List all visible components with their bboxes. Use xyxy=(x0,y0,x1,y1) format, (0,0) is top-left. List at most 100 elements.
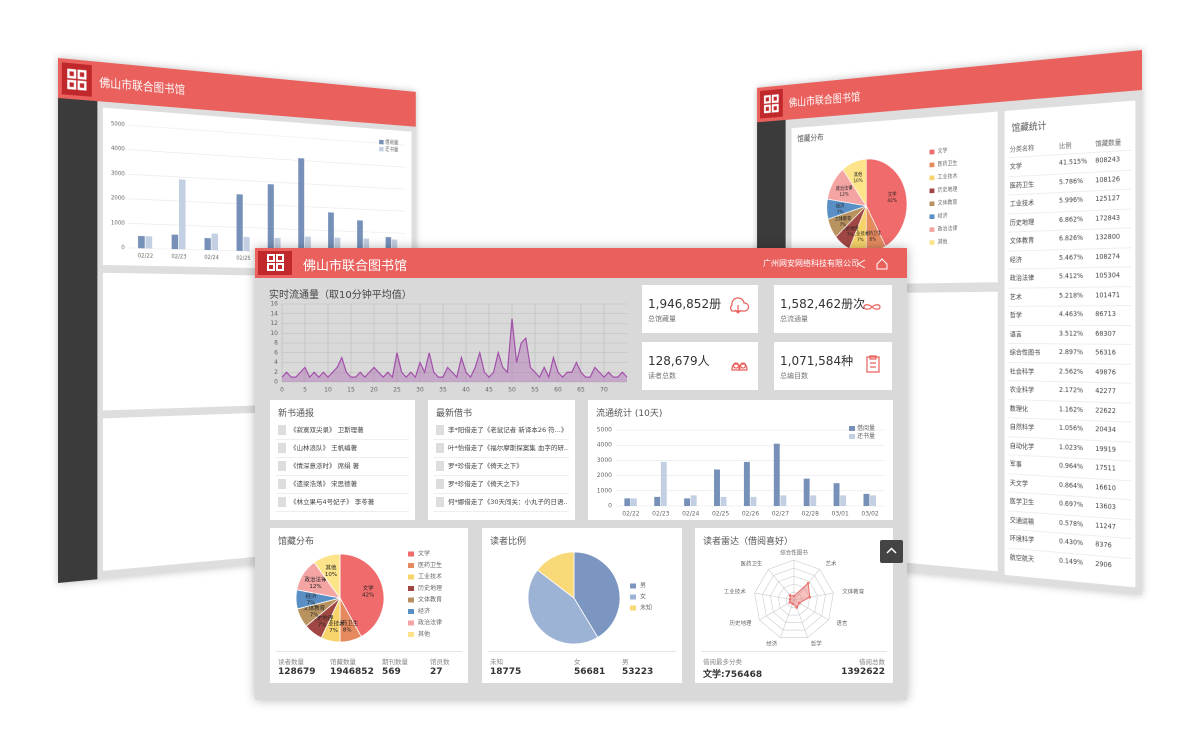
bar xyxy=(236,194,243,251)
table-cell: 农业科学 xyxy=(1009,385,1035,395)
list-rule xyxy=(276,475,409,476)
slice-name: 医药卫生 xyxy=(864,229,881,237)
list-icon xyxy=(278,497,286,507)
pie-chart: 文学42%医药卫生8%工业技术7%历史地理7%文体教育7%经济7%政治法律12%… xyxy=(791,146,958,284)
legend-label: 工业技术 xyxy=(938,172,958,181)
bar xyxy=(863,493,870,506)
x-tick-label: 02/22 xyxy=(138,253,154,259)
stat-card: 128,679人 读者总数 xyxy=(642,342,758,390)
x-tick-label: 45 xyxy=(485,387,493,394)
table-header: 分类名称 xyxy=(1009,144,1035,154)
bar xyxy=(267,184,274,252)
footer-label: 期刊数量 xyxy=(382,658,408,666)
list-item: 罗*珍借走了《倚天之下》 xyxy=(448,462,523,470)
footer-label: 借阅最多分类 xyxy=(703,658,742,666)
table-cell: 101471 xyxy=(1095,290,1121,299)
table-cell: 语言 xyxy=(1009,330,1022,338)
x-tick-label: 65 xyxy=(577,387,585,394)
radar-point xyxy=(792,594,796,598)
radar-ring xyxy=(754,559,834,638)
pie-slice xyxy=(536,551,575,599)
footer-value: 128679 xyxy=(278,667,316,677)
slice-label: 经济7% xyxy=(836,202,844,215)
axis-label: 综合性图书 xyxy=(780,549,808,557)
legend-swatch xyxy=(630,583,636,589)
list-item: 李*阳借走了《老鼠记者 新译本26 符...》 xyxy=(448,426,568,434)
card: 最新借书 李*阳借走了《老鼠记者 新译本26 符...》 叶*怡借走了《福尔摩斯探… xyxy=(428,400,575,520)
slice-value: 42% xyxy=(362,592,374,598)
y-tick-label: 1000 xyxy=(597,487,612,494)
table-cell: 0.149% xyxy=(1058,556,1084,567)
legend-swatch xyxy=(408,551,414,557)
footer-label: 馆藏数量 xyxy=(330,658,356,666)
axis-label: 文体教育 xyxy=(842,587,865,595)
radar-ring xyxy=(762,567,826,631)
legend-label: 经济 xyxy=(938,211,948,220)
axis-label: 经济 xyxy=(766,640,778,648)
y-tick-label: 16 xyxy=(270,301,278,308)
radar-point xyxy=(797,601,801,605)
x-tick-label: 03/02 xyxy=(861,511,878,518)
legend-label: 历史地理 xyxy=(418,584,442,592)
slice-name: 政治法律 xyxy=(304,575,327,583)
table-cell: 哲学 xyxy=(1009,311,1022,320)
table-cell: 医学卫生 xyxy=(1009,497,1035,507)
bar xyxy=(178,179,186,250)
table-cell: 5.786% xyxy=(1058,176,1084,186)
table-cell: 0.697% xyxy=(1058,499,1084,509)
radar-axis xyxy=(759,599,795,621)
x-tick-label: 02/28 xyxy=(802,511,819,518)
legend-label: 医药卫生 xyxy=(418,561,442,569)
card: 新书通报 《寂寞双尖录》 卫斯理著 《山林浪队》 王帆编著 《情深意浓时》 席绢 著… xyxy=(270,400,415,520)
legend-swatch xyxy=(929,162,935,168)
scroll-top-button[interactable] xyxy=(880,540,903,563)
slice-value: 7% xyxy=(310,612,319,618)
pie-slice xyxy=(313,553,341,600)
stat-value: 1,946,852册 xyxy=(648,297,722,311)
y-tick-label: 14 xyxy=(270,310,278,317)
x-tick-label: 50 xyxy=(508,387,516,394)
bar-chart: 0 1000 2000 3000 4000 5000 02/22 02/23 02/24 02/2… xyxy=(111,121,412,265)
x-tick-label: 02/24 xyxy=(682,511,699,518)
legend-label: 历史地理 xyxy=(938,185,958,194)
slice-name: 经济 xyxy=(836,202,844,209)
axis-label: 艺术 xyxy=(825,559,837,567)
x-tick-label: 02/23 xyxy=(171,254,186,260)
table-cell: 社会科学 xyxy=(1009,367,1035,376)
slice-value: 8% xyxy=(343,627,352,633)
list-icon xyxy=(436,461,444,471)
table-cell: 16610 xyxy=(1095,482,1116,492)
x-tick-label: 02/25 xyxy=(236,256,251,262)
table-cell: 文体教育 xyxy=(1009,236,1035,245)
list-item: 何*娜借走了《30天闯关：小丸子的日语...》 xyxy=(448,498,568,506)
footer-value: 53223 xyxy=(622,667,654,677)
slice-label: 工业技术7% xyxy=(852,230,869,243)
legend-swatch xyxy=(929,227,935,233)
header xyxy=(255,248,907,278)
legend-label: 其他 xyxy=(938,237,948,246)
x-tick-label: 60 xyxy=(554,387,562,394)
table-header: 馆藏数量 xyxy=(1095,138,1122,148)
table-cell: 42277 xyxy=(1095,386,1116,396)
table-cell: 工业技术 xyxy=(1009,199,1035,208)
row-rule xyxy=(1008,227,1132,233)
card: 读者雷达（借阅喜好） 综合性图书 艺术 文体教育 语言 哲学 经济 历史地理 工业技术 医药卫生… xyxy=(695,528,893,683)
stat-card: 1,071,584种 总编目数 xyxy=(774,342,892,390)
axis-label: 语言 xyxy=(836,619,848,627)
list-icon xyxy=(278,425,286,435)
slice-label: 文学42% xyxy=(887,190,897,203)
footer-label: 男 xyxy=(622,658,629,666)
y-tick-label: 1000 xyxy=(111,220,125,227)
list-item: 《林立果与4号妃子》 李苓著 xyxy=(290,498,375,506)
card: 0 1000 2000 3000 4000 5000 02/22 02/23 02/24 02/2… xyxy=(102,107,412,272)
table-cell: 文学 xyxy=(1009,162,1022,171)
slice-value: 10% xyxy=(853,177,863,184)
legend-label: 其他 xyxy=(418,630,430,638)
footer-value: 1392622 xyxy=(841,667,885,677)
legend-label: 还书量 xyxy=(385,145,398,153)
